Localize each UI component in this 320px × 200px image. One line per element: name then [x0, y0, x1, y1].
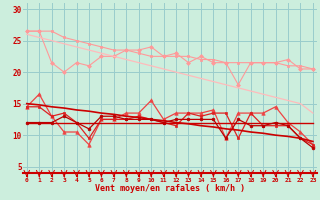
X-axis label: Vent moyen/en rafales ( km/h ): Vent moyen/en rafales ( km/h ): [95, 184, 245, 193]
